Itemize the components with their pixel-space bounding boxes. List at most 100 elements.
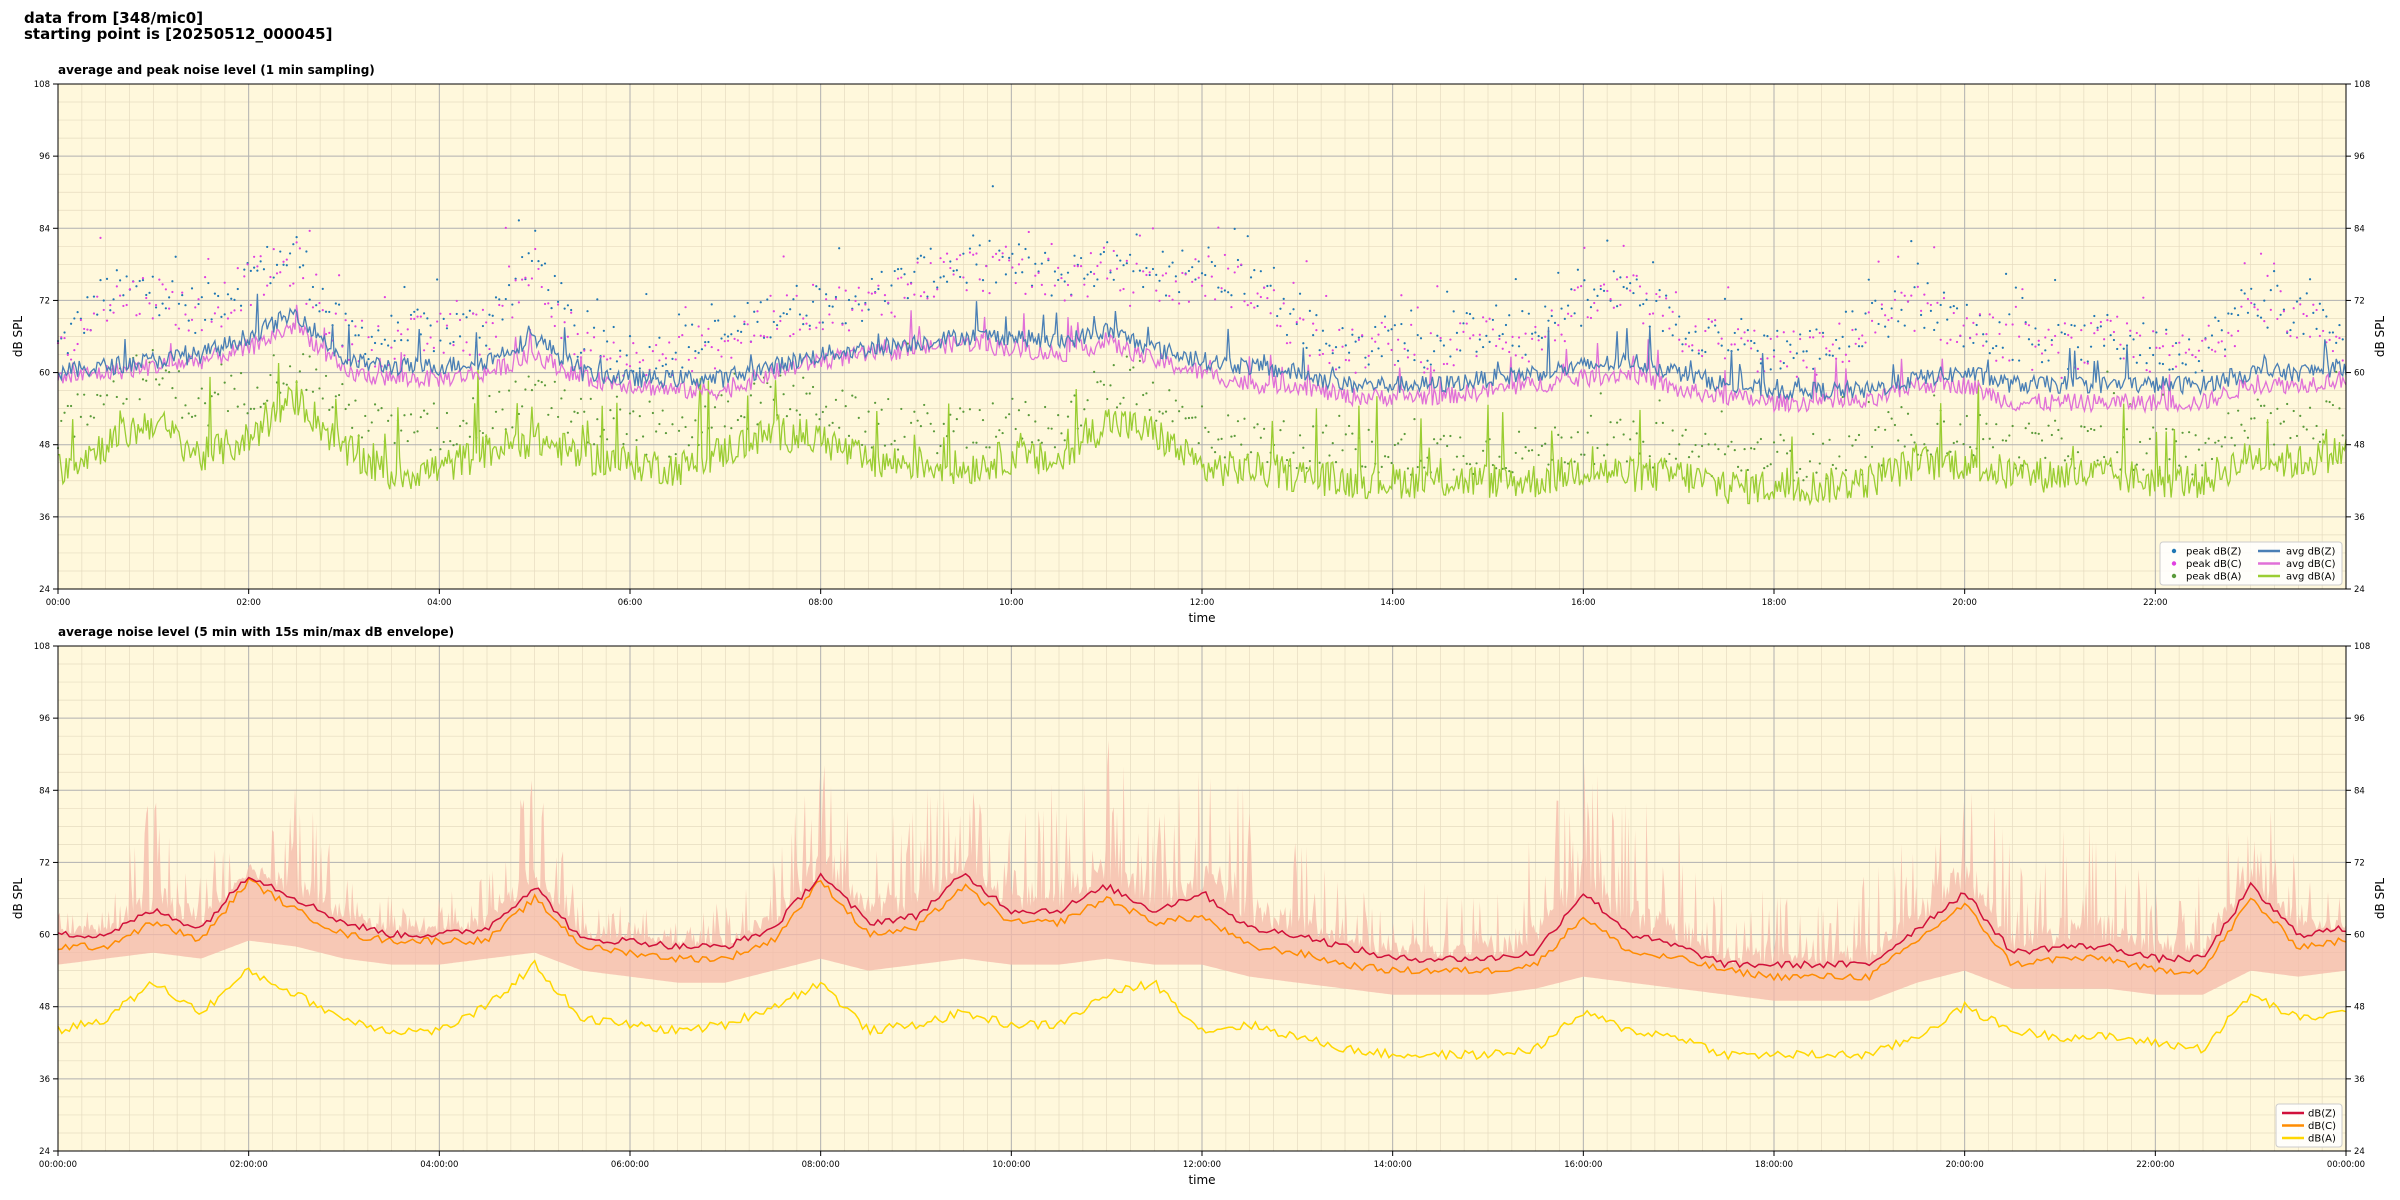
peak-point: [844, 289, 847, 292]
peak-point: [1684, 428, 1687, 431]
x-tick-label: 10:00:00: [992, 1160, 1030, 1170]
peak-point: [2080, 425, 2083, 428]
x-tick-label: 00:00:00: [2327, 1160, 2365, 1170]
peak-point: [753, 334, 756, 337]
peak-point: [1720, 410, 1723, 413]
peak-point: [174, 255, 177, 258]
y-tick-label: 60: [2354, 931, 2365, 941]
peak-point: [527, 375, 530, 378]
peak-point: [341, 345, 344, 348]
peak-point: [1772, 441, 1776, 444]
peak-point: [991, 185, 994, 188]
y-tick-label: 72: [2354, 858, 2365, 868]
peak-point: [1933, 394, 1936, 397]
peak-point: [1099, 253, 1102, 256]
peak-point: [1027, 230, 1030, 234]
peak-point: [2341, 359, 2344, 362]
peak-point: [210, 318, 213, 321]
x-tick-label: 22:00: [2143, 598, 2168, 608]
peak-point: [1357, 338, 1360, 341]
peak-point: [1465, 322, 1468, 325]
peak-point: [537, 267, 540, 271]
peak-point: [1298, 317, 1302, 320]
peak-point: [2152, 353, 2155, 357]
peak-point: [1034, 420, 1037, 423]
peak-point: [2217, 319, 2220, 323]
peak-point: [887, 301, 890, 304]
peak-point: [1410, 323, 1413, 326]
peak-point: [1370, 350, 1374, 353]
peak-point: [707, 340, 710, 344]
peak-point: [2322, 433, 2325, 436]
peak-point: [99, 394, 102, 398]
peak-point: [1802, 359, 1805, 362]
peak-point: [364, 414, 367, 418]
peak-point: [694, 350, 697, 353]
peak-point: [2001, 346, 2004, 349]
peak-point: [857, 286, 860, 289]
peak-point: [733, 337, 736, 340]
peak-point: [203, 276, 207, 279]
peak-point: [1132, 366, 1135, 369]
peak-point: [1913, 329, 1916, 333]
peak-point: [1792, 330, 1795, 333]
peak-point: [1197, 441, 1200, 445]
peak-point: [1655, 299, 1658, 303]
peak-point: [344, 319, 347, 322]
peak-point: [1269, 284, 1272, 287]
peak-point: [677, 313, 681, 316]
peak-point: [1233, 227, 1236, 231]
peak-point: [1576, 431, 1579, 434]
peak-point: [1844, 353, 1848, 356]
peak-point: [1060, 273, 1063, 276]
peak-point: [334, 312, 337, 315]
peak-point: [1217, 286, 1220, 289]
peak-point: [1939, 303, 1942, 307]
peak-point: [1044, 405, 1047, 409]
peak-point: [2302, 312, 2305, 316]
peak-point: [1576, 268, 1579, 271]
peak-point: [740, 330, 743, 333]
peak-point: [596, 418, 599, 421]
peak-point: [1403, 432, 1406, 436]
peak-point: [112, 311, 115, 314]
peak-point: [1393, 324, 1396, 327]
peak-point: [1733, 449, 1736, 452]
peak-point: [1727, 286, 1730, 289]
peak-point: [1217, 226, 1220, 229]
peak-point: [1292, 451, 1295, 454]
peak-point: [919, 424, 923, 428]
peak-point: [1037, 271, 1040, 275]
peak-point: [2044, 349, 2047, 352]
peak-point: [753, 310, 756, 313]
peak-point: [125, 303, 128, 307]
peak-point: [200, 296, 203, 299]
peak-point: [524, 276, 527, 279]
peak-point: [249, 303, 252, 307]
peak-point: [1161, 274, 1164, 277]
peak-point: [2282, 308, 2285, 311]
peak-point: [2031, 368, 2034, 371]
peak-point: [1991, 347, 1995, 350]
peak-point: [543, 302, 547, 306]
peak-point: [2040, 439, 2044, 442]
peak-point: [442, 317, 445, 321]
peak-point: [406, 328, 409, 331]
peak-point: [2132, 355, 2135, 359]
peak-point: [1508, 350, 1511, 354]
peak-point: [1988, 313, 1991, 316]
peak-point: [468, 353, 471, 356]
peak-point: [203, 318, 207, 321]
peak-point: [243, 403, 246, 406]
peak-point: [2116, 347, 2119, 351]
peak-point: [233, 309, 236, 312]
peak-point: [1593, 288, 1596, 291]
peak-point: [1887, 335, 1890, 338]
peak-point: [2302, 332, 2305, 335]
peak-point: [2063, 322, 2067, 325]
peak-point: [1727, 349, 1730, 352]
peak-point: [2047, 328, 2050, 331]
peak-point: [1115, 406, 1119, 409]
peak-point: [154, 378, 158, 381]
peak-point: [2099, 320, 2102, 324]
